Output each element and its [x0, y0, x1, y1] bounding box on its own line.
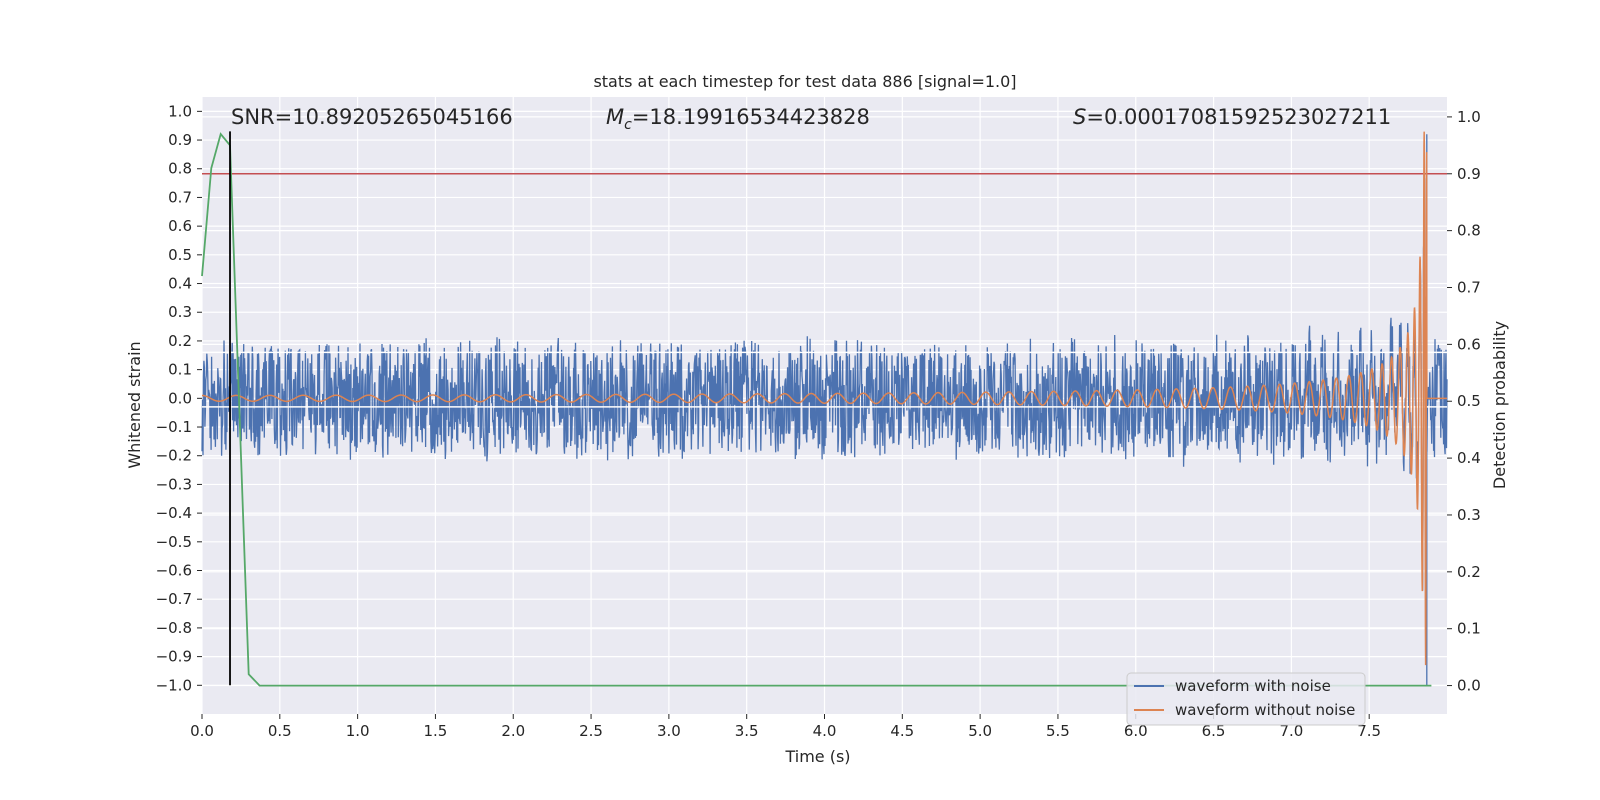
y2-tick-label: 0.9	[1457, 165, 1481, 183]
x-tick-label: 5.0	[968, 722, 992, 740]
s-annotation: S=0.00017081592523027211	[1073, 105, 1391, 129]
y-tick-label: −0.3	[156, 475, 192, 493]
y-tick-label: −0.6	[156, 562, 192, 580]
y-tick-label: 0.9	[168, 131, 192, 149]
chart-title: stats at each timestep for test data 886…	[593, 72, 1016, 91]
x-tick-label: 2.5	[579, 722, 603, 740]
y-tick-label: 1.0	[168, 102, 192, 120]
chirp-mass-value: =18.19916534423828	[632, 105, 870, 129]
y2-tick-label: 0.6	[1457, 335, 1481, 353]
y-tick-label: 0.2	[168, 332, 192, 350]
y-axis-left: 1.0 0.9 0.8 0.7 0.6 0.5 0.4 0.3 0.2 0.1 0.0 −0.1 −0.…	[156, 102, 202, 694]
x-tick-label: 0.0	[190, 722, 214, 740]
y-tick-label: 0.7	[168, 188, 192, 206]
x-tick-label: 3.0	[657, 722, 681, 740]
y-tick-label: 0.3	[168, 303, 192, 321]
y-tick-label: −0.4	[156, 504, 192, 522]
y-tick-label: 0.8	[168, 160, 192, 178]
y-tick-label: 0.6	[168, 217, 192, 235]
x-tick-label: 2.0	[501, 722, 525, 740]
legend: waveform with noise waveform without noi…	[1126, 672, 1366, 726]
y2-tick-label: 0.3	[1457, 506, 1481, 524]
y-axis-right: 1.0 0.9 0.8 0.7 0.6 0.5 0.4 0.3 0.2 0.1 0.0	[1447, 108, 1481, 695]
chirp-mass-annotation: Mc=18.19916534423828	[606, 105, 870, 133]
s-value: =0.00017081592523027211	[1086, 105, 1391, 129]
chirp-mass-symbol: M	[606, 105, 624, 129]
x-axis-title: Time (s)	[784, 747, 850, 766]
snr-annotation: SNR=10.89205265045166	[231, 105, 513, 129]
s-symbol: S	[1073, 105, 1086, 129]
x-tick-label: 5.5	[1046, 722, 1070, 740]
y-tick-label: 0.4	[168, 275, 192, 293]
y2-tick-label: 0.2	[1457, 563, 1481, 581]
x-axis: 0.0 0.5 1.0 1.5 2.0 2.5 3.0 3.5 4.0 4.5 5.0 5.5 6.0 6…	[190, 714, 1381, 740]
x-tick-label: 4.5	[890, 722, 914, 740]
y-tick-label: −0.7	[156, 590, 192, 608]
x-tick-label: 7.5	[1357, 722, 1381, 740]
y-tick-label: −1.0	[156, 676, 192, 694]
x-tick-label: 3.5	[735, 722, 759, 740]
chirp-mass-subscript: c	[624, 117, 632, 133]
legend-frame	[1126, 672, 1366, 726]
x-tick-label: 7.0	[1279, 722, 1303, 740]
x-tick-label: 0.5	[268, 722, 292, 740]
y2-tick-label: 0.5	[1457, 392, 1481, 410]
y-axis-title: Whitened strain	[125, 341, 144, 468]
y2-tick-label: 0.8	[1457, 222, 1481, 240]
y-tick-label: 0.5	[168, 246, 192, 264]
series-waveform-without-noise	[202, 131, 1447, 666]
y2-tick-label: 1.0	[1457, 108, 1481, 126]
y-tick-label: −0.2	[156, 447, 192, 465]
y2-tick-label: 0.1	[1457, 620, 1481, 638]
y-tick-label: 0.0	[168, 389, 192, 407]
y2-tick-label: 0.7	[1457, 279, 1481, 297]
y2-tick-label: 0.0	[1457, 677, 1481, 695]
y-tick-label: 0.1	[168, 361, 192, 379]
y-tick-label: −0.8	[156, 619, 192, 637]
y-tick-label: −0.5	[156, 533, 192, 551]
y-tick-label: −0.9	[156, 648, 192, 666]
x-tick-label: 6.5	[1202, 722, 1226, 740]
x-tick-label: 1.0	[346, 722, 370, 740]
x-tick-label: 1.5	[424, 722, 448, 740]
legend-label-clean: waveform without noise	[1175, 701, 1355, 719]
y2-axis-title: Detection probability	[1490, 321, 1509, 489]
legend-label-noise: waveform with noise	[1175, 677, 1331, 695]
y2-tick-label: 0.4	[1457, 449, 1481, 467]
x-tick-label: 4.0	[813, 722, 837, 740]
y-tick-label: −0.1	[156, 418, 192, 436]
x-tick-label: 6.0	[1124, 722, 1148, 740]
plot-area	[201, 131, 1448, 687]
